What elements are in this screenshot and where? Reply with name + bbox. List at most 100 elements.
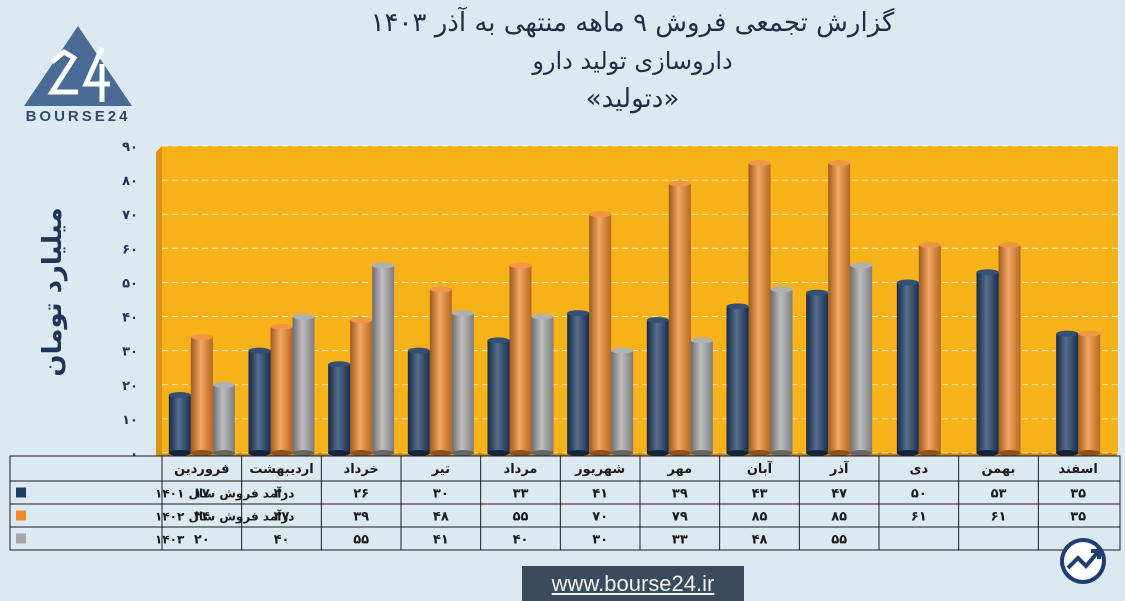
data-label: ۷۰ <box>592 510 608 525</box>
x-tick-label: دی <box>910 462 929 477</box>
y-tick-label: ۷۰ <box>122 208 138 223</box>
bar <box>487 337 510 456</box>
y-tick-label: ۹۰ <box>122 140 138 155</box>
bar <box>690 337 713 456</box>
bar <box>407 347 430 456</box>
data-label: ۳۴ <box>194 510 210 525</box>
legend-swatch <box>16 510 26 521</box>
data-label: ۴۰ <box>274 533 290 548</box>
bar <box>509 262 532 456</box>
legend-entry: ۱۴۰۳ <box>155 533 185 547</box>
data-table <box>9 455 1121 551</box>
company-symbol: «دتولید» <box>585 84 680 114</box>
bar <box>976 269 999 456</box>
data-label: ۶۱ <box>911 510 927 525</box>
data-label: ۳۰ <box>274 487 290 502</box>
bar <box>328 361 351 456</box>
x-tick-label: فروردین <box>174 462 229 477</box>
bar <box>998 241 1021 456</box>
x-tick-label: مرداد <box>504 462 538 477</box>
data-label: ۳۹ <box>672 487 688 502</box>
bar <box>292 313 315 456</box>
data-label: ۵۵ <box>513 510 529 525</box>
data-label: ۷۹ <box>672 510 688 525</box>
bar <box>567 310 590 456</box>
legend-entry: درآمد فروش سال ۱۴۰۱ <box>155 486 294 502</box>
bar <box>270 323 293 456</box>
data-label: ۳۷ <box>274 510 290 525</box>
x-tick-label: خرداد <box>344 462 379 477</box>
chart-arrow-badge-icon <box>1060 538 1106 584</box>
bar <box>350 316 373 456</box>
y-tick-label: ۵۰ <box>122 276 138 291</box>
chart-title: گزارش تجمعی فروش ۹ ماهه منتهی به آذر ۱۴۰… <box>370 8 895 38</box>
legend-swatch <box>16 487 26 498</box>
bar <box>589 211 612 456</box>
legend-swatch <box>16 533 26 544</box>
plot-area <box>162 146 1118 453</box>
bar <box>212 381 235 456</box>
y-tick-label: ۸۰ <box>122 174 138 189</box>
bar <box>190 334 213 456</box>
bar <box>429 286 452 456</box>
brand-logo-text: BOURSE24 <box>25 108 131 125</box>
bar <box>748 160 771 456</box>
bar <box>896 279 919 456</box>
y-tick-label: ۱۰ <box>122 413 138 428</box>
data-label: ۴۳ <box>752 487 768 502</box>
bar <box>1056 330 1079 456</box>
data-label: ۲۰ <box>194 533 210 548</box>
bar <box>726 303 749 456</box>
bar <box>850 262 873 456</box>
x-tick-label: بهمن <box>982 462 1016 477</box>
bar <box>531 313 554 456</box>
y-tick-label: ۶۰ <box>122 242 138 257</box>
data-label: ۴۷ <box>831 487 847 502</box>
data-label: ۵۵ <box>353 533 369 548</box>
bar <box>806 289 829 456</box>
bar <box>918 241 941 456</box>
bar <box>828 160 851 456</box>
data-label: ۳۰ <box>592 533 608 548</box>
x-tick-label: اسفند <box>1058 462 1097 477</box>
bar <box>611 347 634 456</box>
data-label: ۸۵ <box>831 510 847 525</box>
data-label: ۳۵ <box>1070 487 1086 502</box>
x-tick-label: تیر <box>431 462 450 477</box>
x-tick-label: اردیبهشت <box>249 462 313 477</box>
y-tick-label: ۰ <box>130 447 138 462</box>
data-label: ۸۵ <box>752 510 768 525</box>
data-label: ۱۷ <box>194 487 210 502</box>
data-label: ۳۳ <box>513 487 529 502</box>
x-tick-label: شهریور <box>574 462 625 477</box>
data-label: ۴۸ <box>752 533 768 548</box>
x-tick-label: آذر <box>829 460 849 477</box>
y-tick-label: ۴۰ <box>122 311 138 326</box>
data-label: ۴۰ <box>513 533 529 548</box>
plot-side-wall <box>156 146 162 459</box>
y-tick-label: ۳۰ <box>122 345 138 360</box>
triangle-24-logo-icon <box>24 26 132 106</box>
bar <box>248 347 271 456</box>
data-label: ۲۶ <box>353 487 369 502</box>
data-label: ۵۵ <box>831 533 847 548</box>
bar <box>668 180 691 456</box>
bar <box>770 286 793 456</box>
bar <box>451 310 474 456</box>
data-label: ۳۵ <box>1070 510 1086 525</box>
y-tick-label: ۲۰ <box>122 379 138 394</box>
data-label: ۵۰ <box>911 487 927 502</box>
chart-title-block: گزارش تجمعی فروش ۹ ماهه منتهی به آذر ۱۴۰… <box>160 4 1105 118</box>
bar <box>1078 330 1101 456</box>
data-label: ۴۱ <box>592 487 608 502</box>
data-label: ۵۳ <box>991 487 1007 502</box>
website-link[interactable]: www.bourse24.ir <box>522 566 744 601</box>
data-label: ۴۸ <box>433 510 449 525</box>
data-label: ۳۹ <box>353 510 369 525</box>
x-tick-label: آبان <box>747 460 773 477</box>
legend-entry: درآمد فروش سال ۱۴۰۲ <box>155 509 294 525</box>
data-label: ۳۳ <box>672 533 688 548</box>
x-tick-label: مهر <box>666 462 692 477</box>
data-label: ۴۱ <box>433 533 449 548</box>
